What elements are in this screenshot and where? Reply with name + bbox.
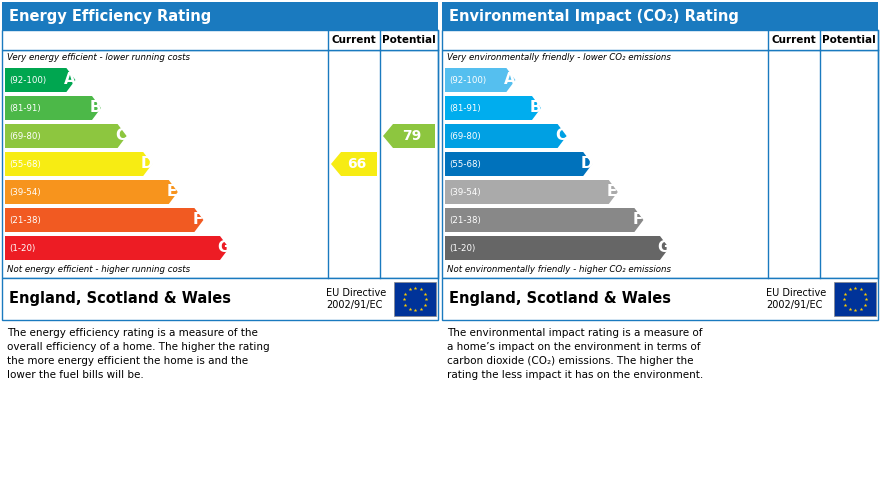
Text: (92-100): (92-100) <box>449 75 486 84</box>
Text: The environmental impact rating is a measure of: The environmental impact rating is a mea… <box>447 328 702 338</box>
Text: Potential: Potential <box>382 35 436 45</box>
Text: Current: Current <box>332 35 377 45</box>
Text: (55-68): (55-68) <box>9 160 40 169</box>
Polygon shape <box>331 152 377 176</box>
Text: overall efficiency of a home. The higher the rating: overall efficiency of a home. The higher… <box>7 342 269 352</box>
Polygon shape <box>383 124 435 148</box>
Bar <box>394 282 436 316</box>
Text: carbon dioxide (CO₂) emissions. The higher the: carbon dioxide (CO₂) emissions. The high… <box>447 356 693 366</box>
Polygon shape <box>445 124 567 148</box>
Text: rating the less impact it has on the environment.: rating the less impact it has on the env… <box>447 370 703 380</box>
Text: E: E <box>167 184 178 200</box>
Text: D: D <box>141 156 153 172</box>
Polygon shape <box>5 208 203 232</box>
Text: Not energy efficient - higher running costs: Not energy efficient - higher running co… <box>7 266 190 275</box>
Bar <box>2 50 438 278</box>
Text: 66: 66 <box>348 157 367 171</box>
Bar <box>442 30 878 50</box>
Text: C: C <box>115 129 127 143</box>
Text: D: D <box>581 156 593 172</box>
Polygon shape <box>5 68 76 92</box>
Polygon shape <box>445 208 643 232</box>
Text: Very environmentally friendly - lower CO₂ emissions: Very environmentally friendly - lower CO… <box>447 54 671 63</box>
Text: (92-100): (92-100) <box>9 75 46 84</box>
Text: Energy Efficiency Rating: Energy Efficiency Rating <box>9 8 211 24</box>
Polygon shape <box>5 180 178 204</box>
Text: Not environmentally friendly - higher CO₂ emissions: Not environmentally friendly - higher CO… <box>447 266 671 275</box>
Polygon shape <box>5 124 127 148</box>
Text: (21-38): (21-38) <box>9 215 40 224</box>
Text: (1-20): (1-20) <box>449 244 475 252</box>
Text: Very energy efficient - lower running costs: Very energy efficient - lower running co… <box>7 54 190 63</box>
Text: EU Directive: EU Directive <box>766 288 826 298</box>
Text: F: F <box>193 212 203 227</box>
Text: B: B <box>90 101 101 115</box>
Text: Current: Current <box>772 35 817 45</box>
Polygon shape <box>445 152 592 176</box>
Polygon shape <box>5 96 101 120</box>
Text: 2002/91/EC: 2002/91/EC <box>766 300 823 310</box>
Text: Potential: Potential <box>822 35 876 45</box>
Text: (39-54): (39-54) <box>449 187 480 197</box>
Text: The energy efficiency rating is a measure of the: The energy efficiency rating is a measur… <box>7 328 258 338</box>
Text: (55-68): (55-68) <box>449 160 480 169</box>
Text: (39-54): (39-54) <box>9 187 40 197</box>
Bar <box>442 2 878 30</box>
Polygon shape <box>445 236 669 260</box>
Bar <box>2 30 438 50</box>
Text: (69-80): (69-80) <box>449 132 480 141</box>
Text: G: G <box>657 241 670 255</box>
Text: C: C <box>555 129 567 143</box>
Text: the more energy efficient the home is and the: the more energy efficient the home is an… <box>7 356 248 366</box>
Text: (21-38): (21-38) <box>449 215 480 224</box>
Text: England, Scotland & Wales: England, Scotland & Wales <box>449 291 671 307</box>
Polygon shape <box>445 180 618 204</box>
Text: 2002/91/EC: 2002/91/EC <box>326 300 383 310</box>
Text: A: A <box>504 72 516 87</box>
Text: B: B <box>530 101 541 115</box>
Bar <box>442 50 878 278</box>
Text: 79: 79 <box>402 129 422 143</box>
Bar <box>442 278 878 320</box>
Polygon shape <box>445 96 541 120</box>
Text: lower the fuel bills will be.: lower the fuel bills will be. <box>7 370 143 380</box>
Polygon shape <box>5 236 229 260</box>
Text: England, Scotland & Wales: England, Scotland & Wales <box>9 291 231 307</box>
Text: F: F <box>633 212 643 227</box>
Text: a home’s impact on the environment in terms of: a home’s impact on the environment in te… <box>447 342 700 352</box>
Text: A: A <box>64 72 76 87</box>
Text: (81-91): (81-91) <box>9 104 40 112</box>
Text: E: E <box>607 184 618 200</box>
Text: EU Directive: EU Directive <box>326 288 386 298</box>
Bar <box>834 282 876 316</box>
Polygon shape <box>5 152 152 176</box>
Text: (69-80): (69-80) <box>9 132 40 141</box>
Text: Environmental Impact (CO₂) Rating: Environmental Impact (CO₂) Rating <box>449 8 739 24</box>
Text: G: G <box>217 241 230 255</box>
Polygon shape <box>445 68 516 92</box>
Text: (81-91): (81-91) <box>449 104 480 112</box>
Text: (1-20): (1-20) <box>9 244 35 252</box>
Bar <box>2 278 438 320</box>
Bar <box>2 2 438 30</box>
